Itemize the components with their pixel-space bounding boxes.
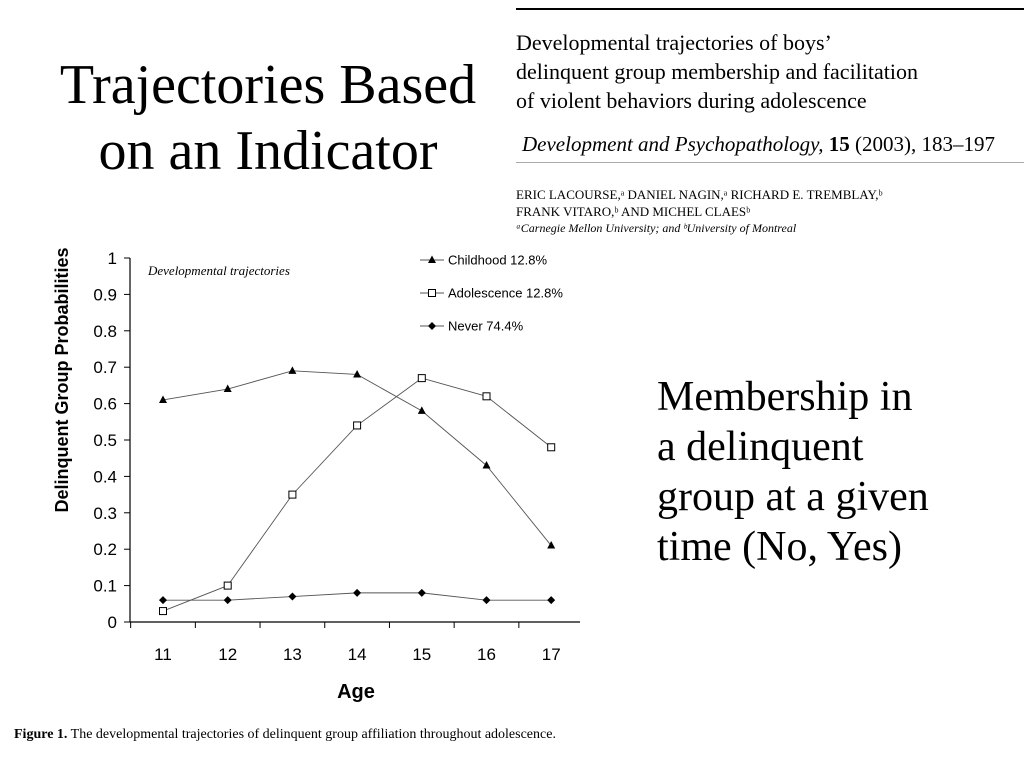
slide-title-line-2: on an Indicator bbox=[98, 120, 438, 182]
x-axis-label: Age bbox=[337, 681, 375, 703]
series-2 bbox=[159, 374, 556, 616]
paper-title-line-3: of violent behaviors during adolescence bbox=[516, 88, 867, 113]
series-line bbox=[162, 377, 552, 612]
legend-item-1: Childhood 12.8% bbox=[420, 253, 547, 268]
journal-name: Development and Psychopathology, bbox=[522, 132, 824, 156]
paper-title: Developmental trajectories of boys’ deli… bbox=[516, 28, 918, 115]
author-affiliation: ᵃCarnegie Mellon University; and ᵇUniver… bbox=[516, 221, 797, 235]
side-text-line-3: group at a given bbox=[657, 474, 929, 520]
data-point bbox=[288, 366, 297, 374]
series-3 bbox=[159, 588, 556, 605]
y-tick-label: 0.3 bbox=[93, 504, 117, 523]
data-point bbox=[159, 395, 167, 403]
slide-title: Trajectories Based on an Indicator bbox=[18, 52, 518, 184]
y-tick-label: 0.7 bbox=[93, 358, 117, 377]
legend-item-2: Adolescence 12.8% bbox=[420, 286, 563, 301]
side-text-line-4: time (No, Yes) bbox=[657, 524, 903, 570]
paper-title-line-2: delinquent group membership and facilita… bbox=[516, 59, 919, 84]
y-tick-label: 0.2 bbox=[93, 540, 117, 559]
y-axis-label: Delinquent Group Probabilities bbox=[52, 247, 72, 512]
figure-caption-label: Figure 1. bbox=[14, 727, 68, 742]
legend-label: Adolescence 12.8% bbox=[448, 286, 563, 301]
x-tick-label: 11 bbox=[154, 645, 172, 664]
data-point bbox=[159, 607, 167, 616]
x-tick-label: 17 bbox=[542, 645, 561, 664]
side-text: Membership in a delinquent group at a gi… bbox=[657, 372, 1017, 572]
author-line-1: ERIC LACOURSE,ᵃ DANIEL NAGIN,ᵃ RICHARD E… bbox=[516, 187, 883, 202]
data-point bbox=[417, 588, 426, 597]
y-tick-label: 0.5 bbox=[93, 431, 117, 450]
y-tick-label: 1 bbox=[108, 249, 117, 268]
x-tick-label: 14 bbox=[348, 645, 367, 664]
header-divider bbox=[516, 162, 1024, 163]
data-point bbox=[547, 596, 556, 605]
author-block: ERIC LACOURSE,ᵃ DANIEL NAGIN,ᵃ RICHARD E… bbox=[516, 186, 882, 237]
chart-title: Developmental trajectories bbox=[147, 263, 290, 278]
journal-citation: Development and Psychopathology, 15 (200… bbox=[522, 132, 995, 157]
journal-volume: 15 bbox=[828, 132, 850, 156]
data-point bbox=[223, 581, 232, 590]
legend-label: Childhood 12.8% bbox=[448, 253, 547, 268]
paper-title-line-1: Developmental trajectories of boys’ bbox=[516, 30, 832, 55]
data-point bbox=[353, 369, 362, 378]
legend-marker bbox=[428, 289, 436, 297]
data-point bbox=[417, 406, 426, 414]
series-1 bbox=[159, 366, 556, 549]
side-text-line-1: Membership in bbox=[657, 374, 913, 420]
data-point bbox=[288, 592, 297, 601]
data-point bbox=[482, 460, 491, 469]
legend-marker bbox=[428, 255, 436, 263]
y-tick-label: 0.4 bbox=[93, 467, 117, 486]
paper-header: Developmental trajectories of boys’ deli… bbox=[516, 8, 1024, 240]
y-tick-label: 0.1 bbox=[93, 577, 117, 596]
author-line-2: FRANK VITARO,ᵇ AND MICHEL CLAESᵇ bbox=[516, 204, 751, 219]
figure-caption-text: The developmental trajectories of delinq… bbox=[70, 727, 556, 742]
data-point bbox=[353, 588, 362, 597]
y-tick-label: 0.9 bbox=[93, 285, 117, 304]
data-point bbox=[353, 421, 362, 430]
y-tick-label: 0 bbox=[108, 613, 117, 632]
data-point bbox=[547, 443, 556, 452]
x-tick-label: 15 bbox=[412, 645, 431, 664]
chart-series bbox=[159, 366, 556, 616]
legend-marker bbox=[428, 322, 436, 330]
side-text-line-2: a delinquent bbox=[657, 424, 864, 470]
data-point bbox=[482, 596, 491, 605]
data-point bbox=[417, 374, 426, 383]
data-point bbox=[223, 384, 232, 393]
data-point bbox=[223, 596, 232, 605]
data-point bbox=[547, 541, 556, 549]
header-rule bbox=[516, 8, 1024, 10]
y-tick-label: 0.6 bbox=[93, 395, 117, 414]
legend-item-3: Never 74.4% bbox=[420, 319, 524, 334]
x-tick-label: 13 bbox=[283, 645, 302, 664]
series-line bbox=[162, 370, 552, 546]
data-point bbox=[159, 596, 167, 605]
slide-title-line-1: Trajectories Based bbox=[59, 54, 477, 116]
y-tick-label: 0.8 bbox=[93, 322, 117, 341]
chart-legend: Childhood 12.8% Adolescence 12.8% Never 74… bbox=[420, 253, 563, 334]
x-tick-label: 16 bbox=[477, 645, 496, 664]
data-point bbox=[288, 490, 297, 499]
figure-caption: Figure 1. The developmental trajectories… bbox=[14, 726, 624, 743]
data-point bbox=[482, 392, 491, 401]
journal-year-pages: (2003), 183–197 bbox=[855, 132, 996, 156]
x-tick-label: 12 bbox=[218, 645, 237, 664]
legend-label: Never 74.4% bbox=[448, 319, 524, 334]
